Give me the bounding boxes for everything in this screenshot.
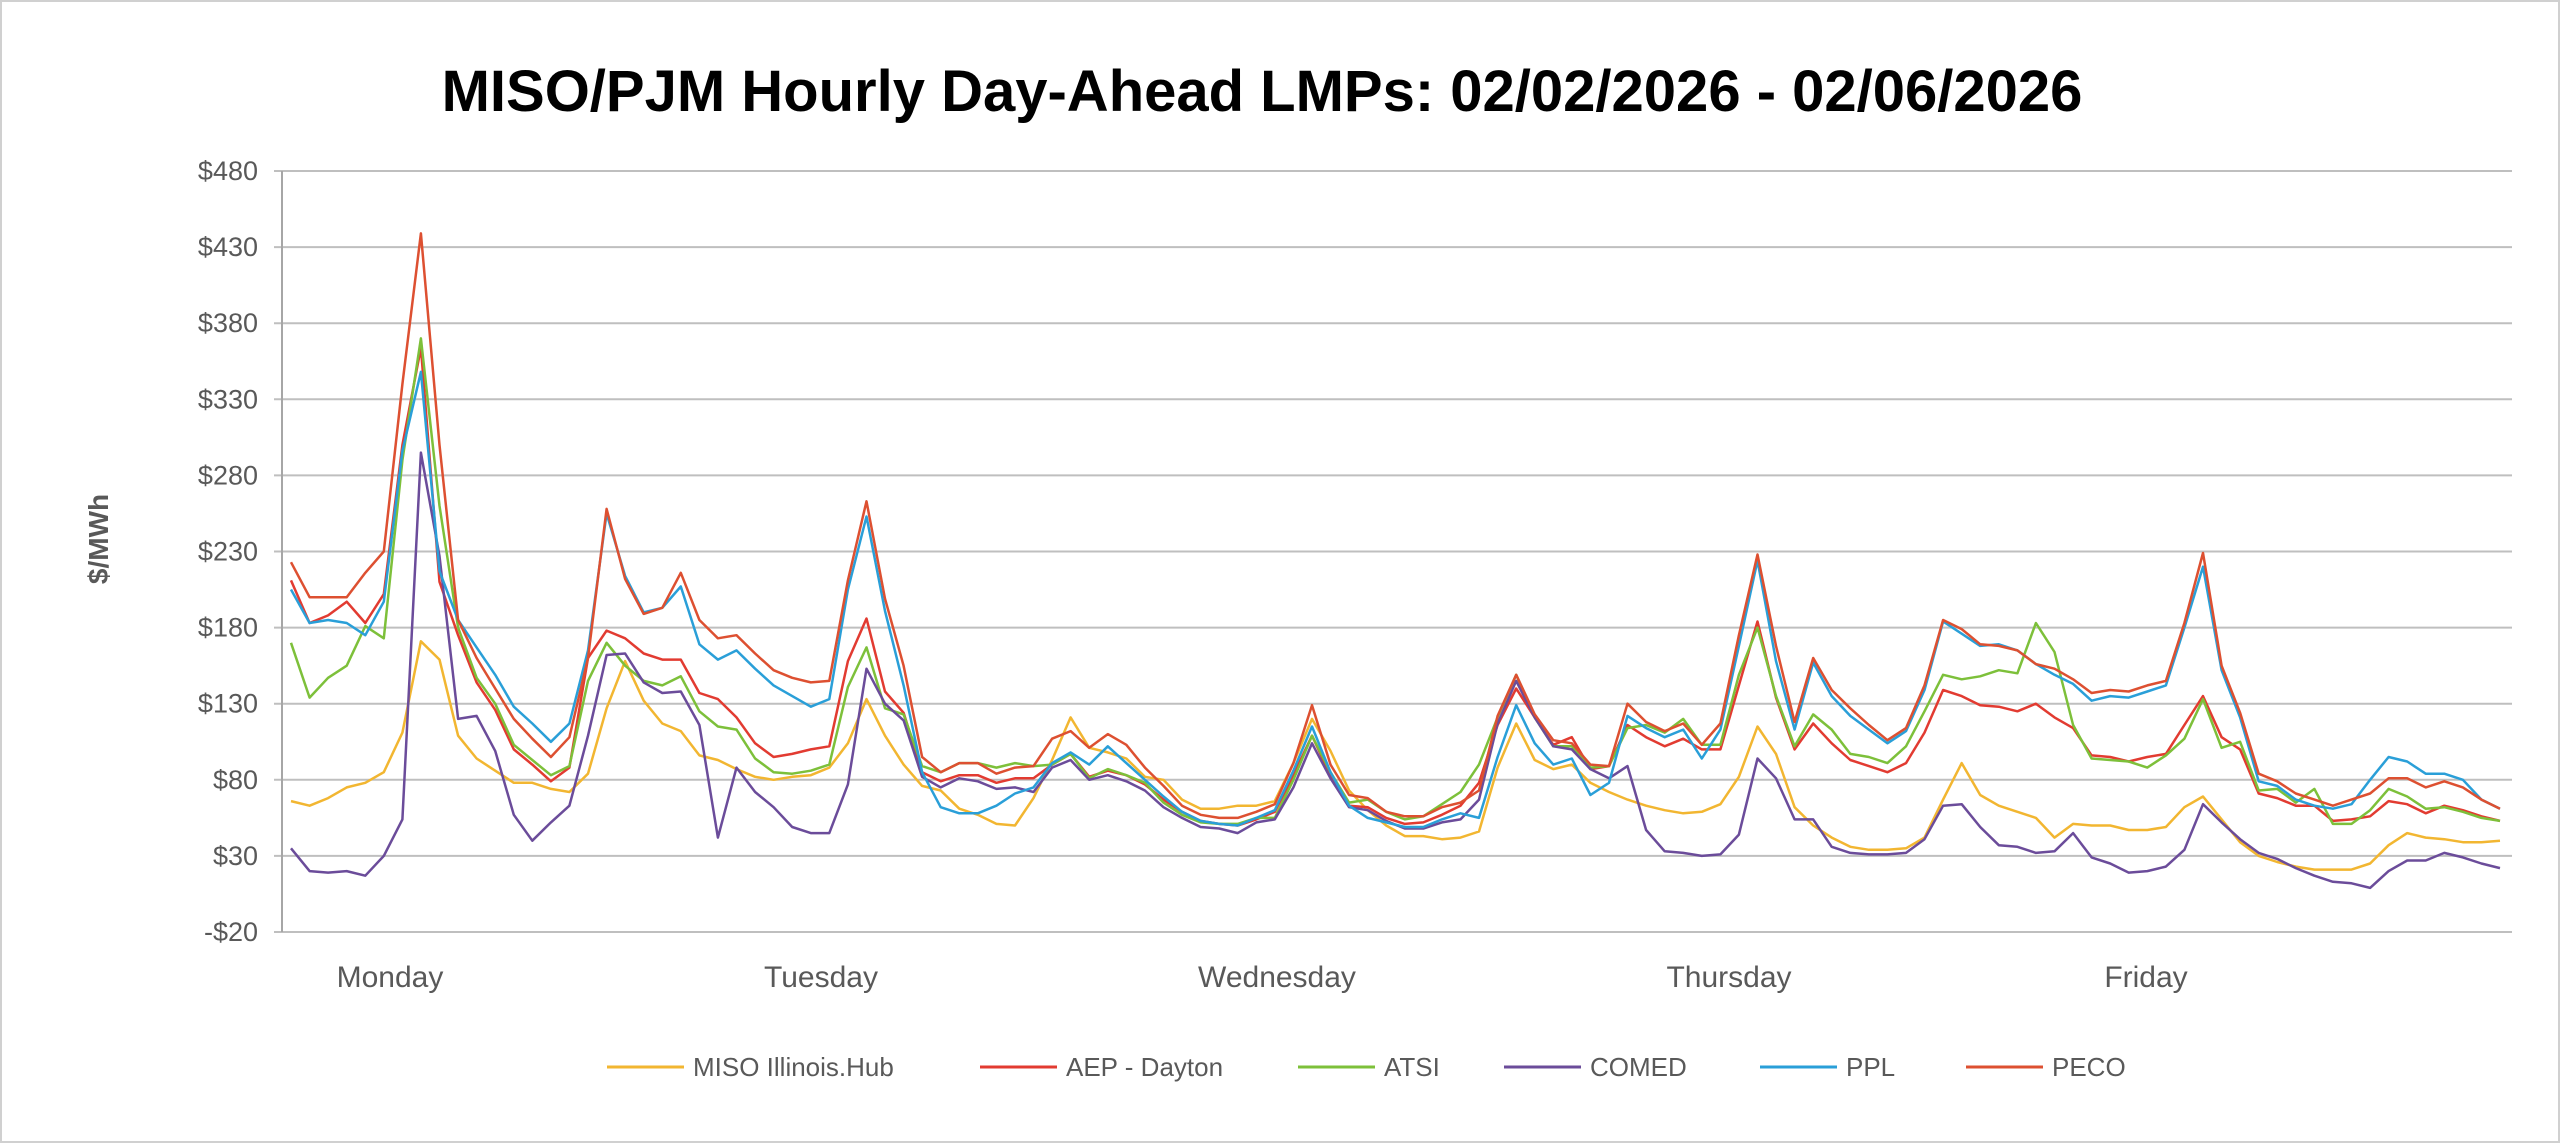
x-tick-label: Friday: [2104, 961, 2187, 994]
y-tick-label: -$20: [204, 917, 258, 947]
y-tick-label: $130: [198, 689, 258, 719]
y-tick-label: $380: [198, 308, 258, 338]
y-tick-label: $180: [198, 613, 258, 643]
x-tick-label: Tuesday: [764, 961, 878, 994]
y-axis-ticks: -$20 $30 $80 $130 $180 $230 $280 $330 $380 $430 $4…: [198, 156, 258, 947]
x-axis-categories: Monday Tuesday Wednesday Thursday Friday: [337, 961, 2188, 994]
series-line-atsi: [289, 337, 2501, 826]
y-tick-label: $280: [198, 460, 258, 490]
chart-title: MISO/PJM Hourly Day-Ahead LMPs: 02/02/20…: [442, 59, 2083, 124]
legend-label: PECO: [2052, 1052, 2126, 1082]
x-tick-label: Wednesday: [1198, 961, 1356, 994]
x-tick-label: Monday: [337, 961, 444, 994]
y-tick-label: $480: [198, 156, 258, 186]
y-tick-label: $230: [198, 537, 258, 567]
y-tick-label: $430: [198, 232, 258, 262]
legend: MISO Illinois.Hub AEP - Dayton ATSI COME…: [607, 1052, 2126, 1082]
legend-label: ATSI: [1384, 1052, 1440, 1082]
series-lines: [289, 232, 2501, 890]
series-line-peco: [289, 232, 2501, 820]
y-axis-label: $/MWh: [83, 494, 114, 584]
series-line-miso-illinois-hub: [290, 640, 2501, 871]
gridlines: [274, 170, 2512, 933]
legend-label: COMED: [1590, 1052, 1687, 1082]
y-tick-label: $330: [198, 384, 258, 414]
legend-label: PPL: [1846, 1052, 1895, 1082]
legend-label: MISO Illinois.Hub: [693, 1052, 894, 1082]
y-tick-label: $30: [213, 841, 258, 871]
legend-label: AEP - Dayton: [1066, 1052, 1223, 1082]
x-tick-label: Thursday: [1666, 961, 1791, 994]
series-line-aep-dayton: [289, 346, 2501, 827]
y-tick-label: $80: [213, 765, 258, 795]
series-line-ppl: [289, 370, 2501, 829]
